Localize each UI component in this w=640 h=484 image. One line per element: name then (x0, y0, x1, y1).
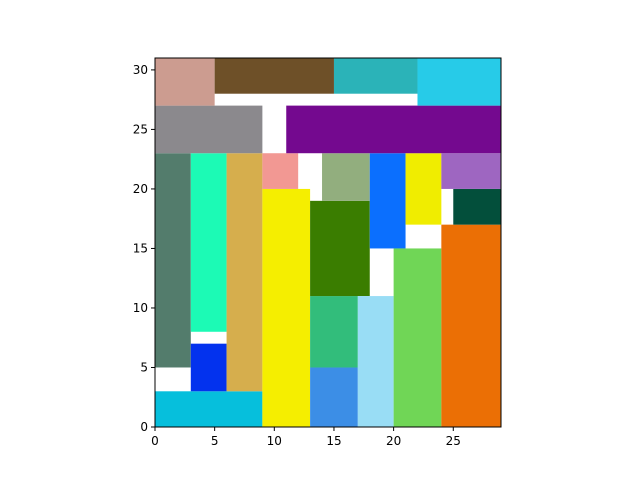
chart-rectangle-9 (310, 200, 370, 297)
chart-rectangle-17 (441, 153, 501, 189)
chart-rectangle-4 (226, 153, 263, 392)
rectangles-layer (155, 58, 501, 427)
y-tick-label-3: 15 (133, 241, 148, 255)
chart-rectangle-5 (262, 188, 311, 427)
x-tick-label-4: 20 (386, 434, 401, 448)
y-tick-label-1: 5 (140, 360, 148, 374)
chart-rectangle-11 (357, 296, 394, 427)
chart-rectangle-15 (441, 224, 501, 427)
axes-layer: 0 5 10 15 20 25 0 5 10 15 20 25 30 (133, 57, 502, 448)
chart-rectangle-7 (310, 367, 358, 427)
chart-rectangle-13 (393, 248, 442, 427)
chart-rectangle-3 (190, 153, 227, 332)
x-tick-label-5: 25 (446, 434, 461, 448)
chart-rectangle-2 (190, 343, 227, 392)
chart-rectangle-14 (405, 153, 442, 225)
chart-rectangle-6 (262, 153, 299, 189)
chart-rectangle-18 (155, 105, 263, 154)
chart-rectangle-1 (155, 153, 191, 368)
chart-rectangle-19 (286, 105, 501, 154)
x-tick-label-0: 0 (151, 434, 159, 448)
chart-rectangle-10 (322, 153, 370, 201)
axes-frame (154, 57, 502, 428)
chart-rectangle-21 (214, 58, 334, 94)
chart-rectangle-12 (369, 153, 406, 249)
y-tick-label-6: 30 (133, 63, 148, 77)
y-tick-label-0: 0 (140, 420, 148, 434)
y-tick-label-4: 20 (133, 182, 148, 196)
chart-rectangle-20 (155, 58, 215, 106)
x-tick-label-1: 5 (211, 434, 219, 448)
y-tick-label-2: 10 (133, 301, 148, 315)
chart-rectangle-22 (333, 58, 418, 94)
chart-rectangle-0 (155, 391, 263, 427)
x-tick-label-2: 10 (267, 434, 282, 448)
chart-rectangle-8 (310, 296, 358, 368)
x-tick-label-3: 15 (326, 434, 341, 448)
y-tick-label-5: 25 (133, 122, 148, 136)
chart-rectangle-16 (453, 188, 501, 225)
chart-rectangle-23 (417, 58, 501, 106)
